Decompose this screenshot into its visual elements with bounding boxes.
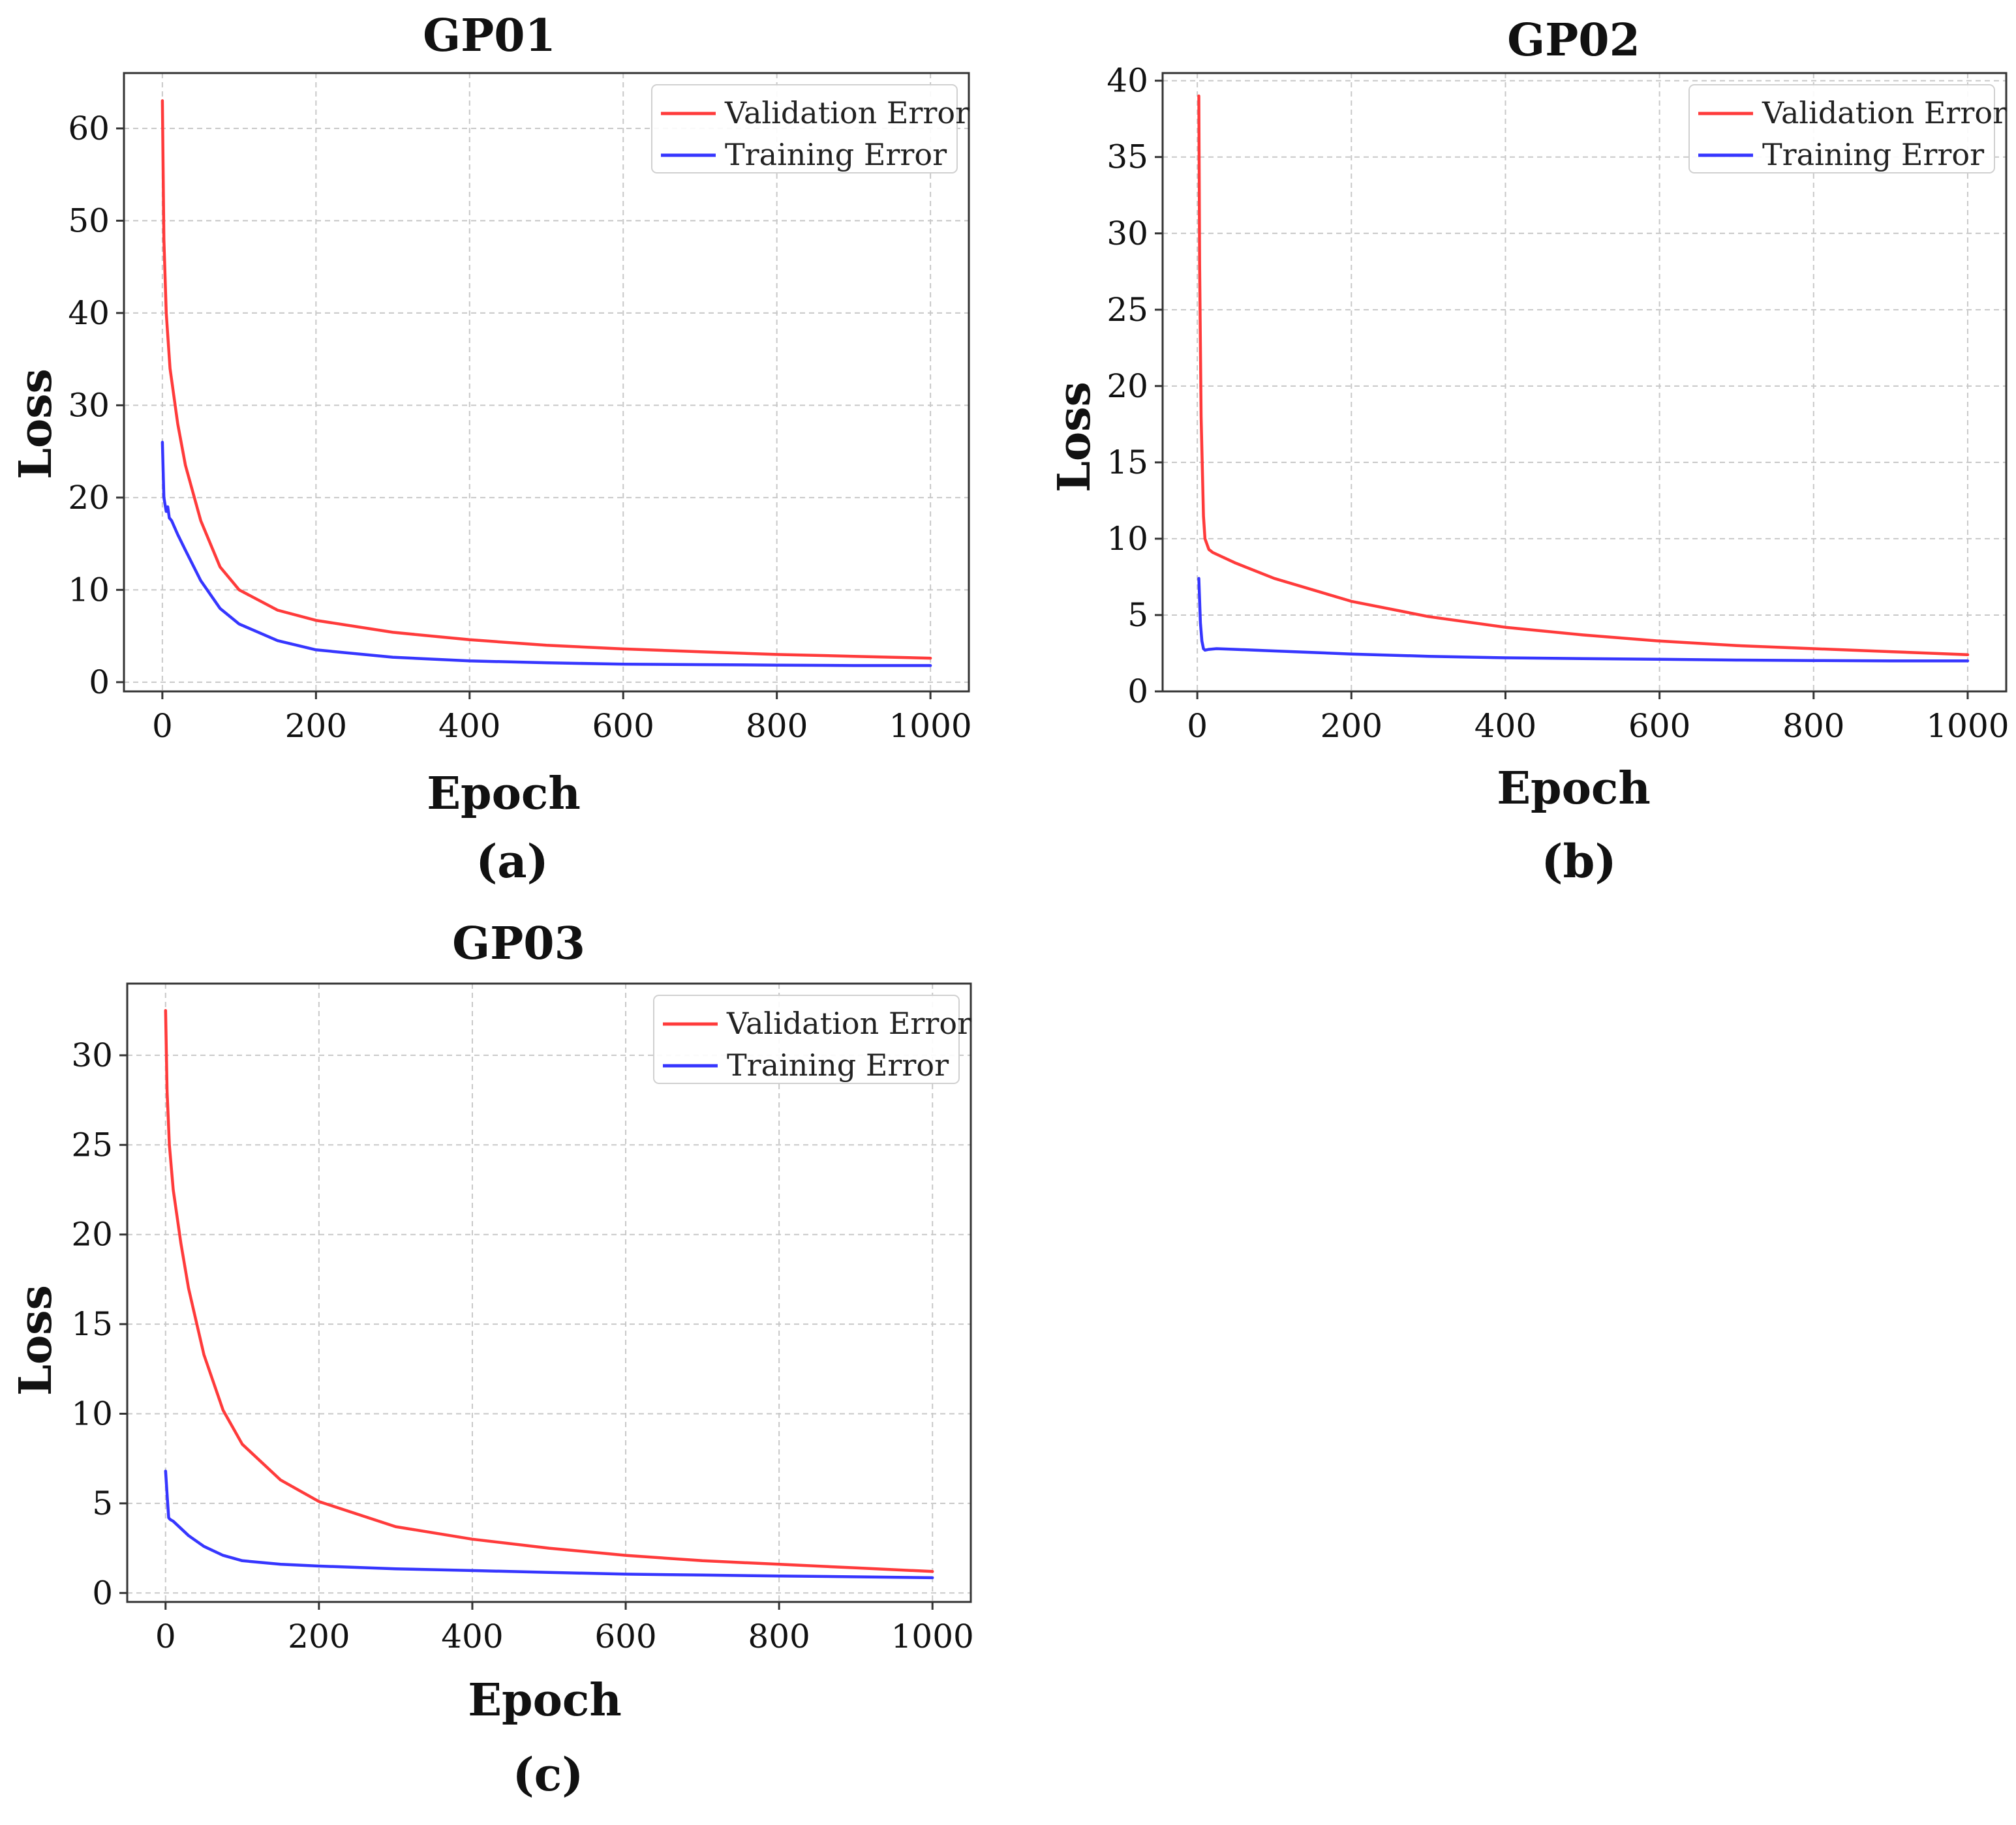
series-line-validation-error (1197, 94, 1970, 657)
chart-panel-gp03: 0 200 400 600 800 1000 0 5 10 15 20 25 30 GP03 Epoch Lo… (10, 918, 974, 1802)
y-tick-label: 10 (1107, 520, 1148, 558)
x-tick-label: 600 (594, 1618, 656, 1655)
plot-frame (123, 72, 970, 693)
y-tick-label: 15 (71, 1305, 113, 1343)
y-tick-label: 0 (89, 663, 110, 701)
chart-panel-gp01: 0 200 400 600 800 1000 0 10 20 30 40 50 60 GP01 Epoch L… (10, 10, 972, 888)
series-line-training-error (160, 440, 932, 667)
series-line-validation-error (164, 1008, 934, 1573)
legend-label: Validation Error (726, 1006, 971, 1041)
legend: Validation Error Training Error (1688, 84, 2007, 173)
y-tick-label: 0 (92, 1574, 113, 1612)
chart-panel-gp02: 0 200 400 600 800 1000 0 5 10 15 20 25 30 35 40 GP02 Epo… (1048, 14, 2009, 888)
legend-label: Validation Error (724, 95, 970, 130)
y-tick-label: 25 (71, 1126, 113, 1164)
y-tick-label: 35 (1107, 138, 1148, 176)
legend-label: Validation Error (1762, 95, 2007, 130)
panel-caption: (b) (1541, 834, 1616, 888)
series-line-validation-error (160, 99, 932, 660)
x-tick-label: 800 (1782, 707, 1844, 745)
y-axis-label: Loss (1048, 382, 1101, 492)
legend: Validation Error Training Error (651, 84, 970, 173)
x-tick-label: 400 (1474, 707, 1536, 745)
y-axis-label: Loss (10, 1285, 62, 1396)
y-tick-label: 30 (71, 1036, 113, 1074)
y-tick-label: 20 (71, 1216, 113, 1254)
y-tick-label: 60 (68, 110, 110, 147)
legend-label: Training Error (1762, 137, 1984, 172)
x-tick-label: 200 (1321, 707, 1382, 745)
plot-frame (1161, 72, 2008, 693)
x-tick-label: 800 (746, 707, 808, 745)
y-tick-label: 10 (71, 1395, 113, 1432)
chart-title: GP02 (1507, 14, 1640, 67)
y-tick-label: 5 (92, 1485, 113, 1522)
x-tick-label: 0 (152, 707, 173, 745)
y-tick-label: 20 (68, 479, 110, 517)
x-tick-label: 400 (438, 707, 500, 745)
y-tick-label: 30 (1107, 215, 1148, 252)
series-line-training-error (1197, 577, 1970, 663)
legend-label: Training Error (725, 137, 947, 172)
legend: Validation Error Training Error (653, 995, 971, 1084)
x-tick-label: 1000 (891, 1618, 974, 1655)
series-line-training-error (164, 1470, 934, 1580)
x-tick-label: 1000 (1926, 707, 2009, 745)
legend-box (1688, 84, 1995, 173)
y-tick-label: 5 (1127, 596, 1148, 634)
panel-caption: (a) (476, 834, 549, 888)
x-axis-label: Epoch (1497, 762, 1651, 815)
x-tick-label: 1000 (889, 707, 972, 745)
y-tick-label: 30 (68, 386, 110, 424)
y-axis-label: Loss (10, 369, 62, 479)
chart-title: GP03 (452, 918, 585, 970)
x-axis-label: Epoch (468, 1674, 622, 1727)
x-tick-label: 800 (748, 1618, 810, 1655)
x-tick-label: 200 (288, 1618, 350, 1655)
x-tick-label: 600 (592, 707, 654, 745)
y-tick-label: 10 (68, 571, 110, 609)
panel-caption: (c) (513, 1747, 584, 1802)
y-tick-label: 15 (1107, 444, 1148, 481)
legend-label: Training Error (727, 1048, 949, 1083)
plot-frame (126, 982, 972, 1603)
y-tick-label: 40 (1107, 62, 1148, 100)
x-tick-label: 0 (1187, 707, 1208, 745)
y-tick-label: 25 (1107, 291, 1148, 329)
x-tick-label: 400 (441, 1618, 503, 1655)
legend-box (651, 84, 958, 173)
x-tick-label: 200 (285, 707, 347, 745)
y-tick-label: 0 (1127, 672, 1148, 710)
x-axis-label: Epoch (427, 768, 581, 820)
legend-box (653, 995, 960, 1084)
y-tick-label: 50 (68, 202, 110, 239)
chart-title: GP01 (423, 10, 556, 62)
y-tick-label: 20 (1107, 367, 1148, 405)
y-tick-label: 40 (68, 294, 110, 332)
x-tick-label: 0 (155, 1618, 176, 1655)
x-tick-label: 600 (1628, 707, 1690, 745)
